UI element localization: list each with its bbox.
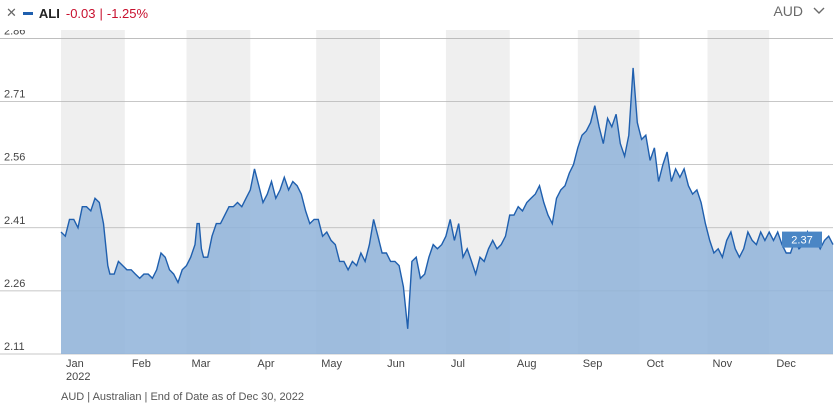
- x-tick-label: May: [321, 358, 342, 370]
- y-tick-label: 2.86: [4, 30, 25, 37]
- y-tick-label: 2.26: [4, 278, 25, 290]
- series-area: [60, 67, 834, 355]
- series-ticker: ALI: [38, 5, 60, 21]
- y-axis-ticks: 2.11 2.26 2.41 2.56 2.71 2.86: [4, 30, 25, 353]
- chart-legend: ✕ ALI -0.03 | -1.25%: [6, 4, 148, 22]
- series-fill: [61, 67, 833, 355]
- x-tick-label: Jul: [451, 358, 465, 370]
- x-tick-label: Jun: [387, 358, 405, 370]
- x-tick-label: Jan: [66, 358, 84, 370]
- x-tick-sublabel: 2022: [66, 371, 90, 380]
- change-abs: -0.03: [65, 5, 96, 21]
- currency-selector[interactable]: AUD: [773, 3, 825, 19]
- x-tick-label: Sep: [583, 358, 603, 370]
- x-tick-label: Oct: [647, 358, 664, 370]
- series-line: [60, 67, 834, 329]
- y-tick-label: 2.41: [4, 215, 25, 227]
- chevron-down-icon: [813, 7, 825, 14]
- last-value-label: 2.37: [782, 231, 822, 248]
- last-value-box: [782, 231, 822, 248]
- x-tick-label: Feb: [132, 358, 151, 370]
- x-tick-label: Nov: [713, 358, 733, 370]
- change-separator: |: [99, 5, 103, 21]
- y-tick-label: 2.71: [4, 89, 25, 101]
- y-tick-label: 2.56: [4, 152, 25, 164]
- footnote: AUD | Australian | End of Date as of Dec…: [61, 391, 304, 403]
- currency-label: AUD: [773, 3, 803, 19]
- change-pct: -1.25%: [106, 5, 149, 21]
- close-icon[interactable]: ✕: [6, 5, 17, 20]
- x-tick-label: Mar: [191, 358, 210, 370]
- y-tick-label: 2.11: [4, 341, 25, 353]
- last-value-text: 2.37: [791, 235, 812, 247]
- x-tick-label: Dec: [776, 358, 796, 370]
- x-tick-label: Apr: [257, 358, 274, 370]
- series-swatch: [22, 11, 33, 15]
- x-tick-label: Aug: [517, 358, 537, 370]
